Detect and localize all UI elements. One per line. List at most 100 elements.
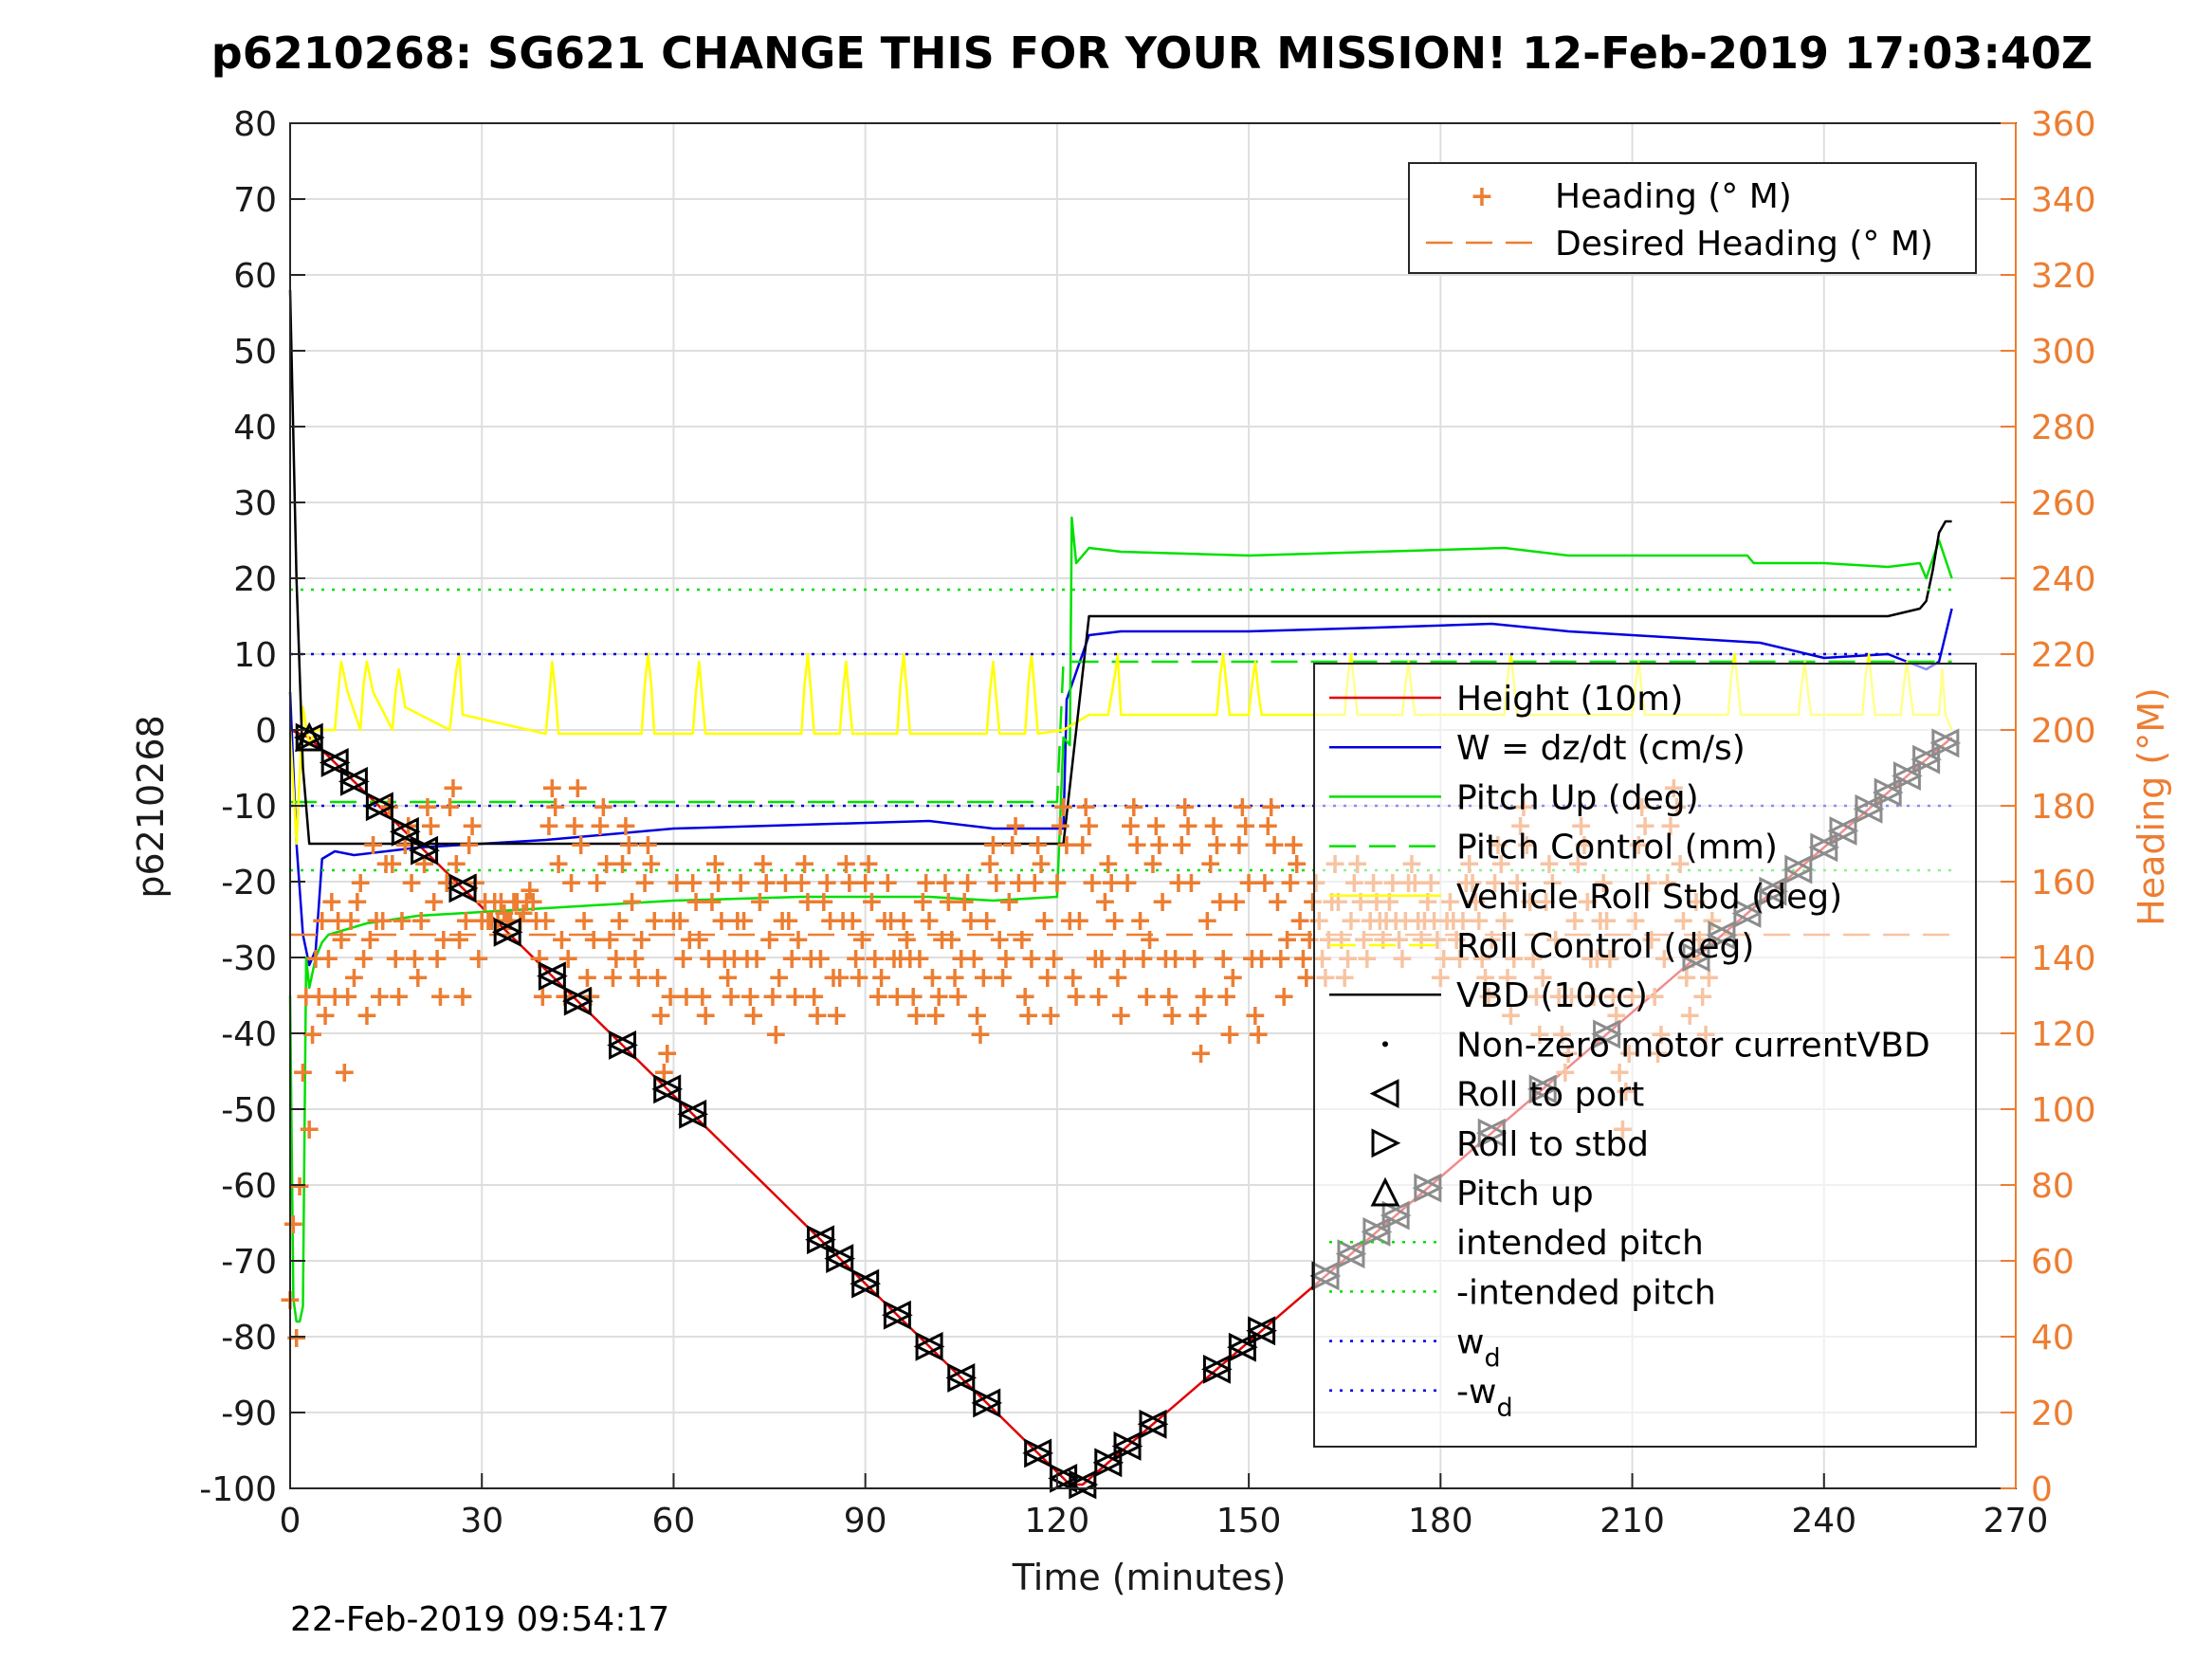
heading-marker: + [815, 866, 839, 900]
heading-marker: + [515, 885, 539, 919]
heading-marker: + [1058, 904, 1082, 938]
heading-marker: + [1026, 829, 1050, 862]
heading-marker: + [534, 904, 558, 938]
heading-marker: + [1090, 942, 1114, 975]
heading-marker: + [1285, 848, 1308, 881]
heading-marker: + [1154, 942, 1178, 975]
heading-marker: + [1252, 866, 1276, 900]
heading-marker: + [882, 942, 905, 975]
heading-marker: + [837, 866, 861, 900]
legend-sample-pitch-up [1370, 1176, 1400, 1207]
heading-marker: + [1084, 942, 1107, 975]
y-right-tick-label: 40 [2031, 1319, 2075, 1358]
heading-marker: + [790, 866, 814, 900]
heading-marker: + [876, 866, 900, 900]
heading-marker: + [872, 904, 896, 938]
heading-marker: + [505, 885, 529, 919]
heading-marker: + [419, 810, 443, 843]
heading-marker: + [1201, 810, 1225, 843]
series-line-pitch-up-deg [288, 516, 1953, 1323]
heading-marker: + [1033, 904, 1056, 938]
heading-marker: + [1042, 942, 1066, 975]
heading-marker: + [700, 885, 723, 919]
legend-label-roll-to-stbd: Roll to stbd [1456, 1125, 1649, 1164]
heading-marker: + [1198, 848, 1222, 881]
heading-marker: + [1074, 791, 1098, 824]
legend-label-pitch-up-deg: Pitch Up (deg) [1456, 778, 1699, 817]
heading-marker: + [729, 866, 753, 900]
heading-marker: + [282, 1208, 305, 1241]
heading-marker: + [739, 980, 762, 1013]
heading-marker: + [368, 980, 392, 1013]
y-right-tick-label: 180 [2031, 788, 2096, 827]
heading-marker: + [1045, 866, 1069, 900]
heading-marker: + [911, 885, 935, 919]
heading-marker: + [336, 980, 359, 1013]
heading-marker: + [345, 885, 369, 919]
heading-marker: + [470, 904, 494, 938]
heading-marker: + [1182, 942, 1206, 975]
heading-marker: + [284, 1322, 308, 1355]
heading-marker: + [1247, 1018, 1271, 1051]
roll-to-stbd-marker [947, 1363, 978, 1393]
heading-marker: + [735, 942, 759, 975]
heading-marker: + [1068, 904, 1091, 938]
heading-marker: + [1100, 866, 1124, 900]
heading-marker: + [301, 1018, 324, 1051]
heading-marker: + [1161, 999, 1184, 1032]
heading-marker: + [441, 772, 465, 805]
roll-to-stbd-marker [411, 835, 440, 866]
roll-to-stbd-marker [973, 1388, 1003, 1418]
heading-marker: + [697, 942, 721, 975]
y-tick-label: -20 [221, 864, 277, 902]
heading-marker: + [326, 904, 350, 938]
heading-marker: + [1224, 885, 1248, 919]
heading-marker: + [1000, 829, 1024, 862]
heading-marker: + [1039, 999, 1063, 1032]
heading-marker: + [1263, 829, 1287, 862]
y-right-tick-label: 120 [2031, 1015, 2096, 1054]
y-tick-label: -10 [221, 788, 277, 827]
legend-sample-roll-to-stbd [1371, 1128, 1401, 1158]
heading-marker: + [310, 904, 334, 938]
y-axis-label: p6210268 [130, 715, 172, 898]
roll-to-stbd-marker [493, 917, 523, 947]
heading-marker: + [1157, 980, 1180, 1013]
heading-marker: + [1109, 999, 1133, 1032]
x-tick-label: 210 [1600, 1502, 1665, 1540]
roll-to-stbd-marker [679, 1099, 709, 1129]
heading-marker: + [671, 942, 695, 975]
heading-marker: + [918, 904, 941, 938]
roll-to-stbd-marker [1139, 1409, 1169, 1439]
heading-marker: + [543, 791, 567, 824]
heading-marker: + [288, 1170, 312, 1203]
heading-marker: + [748, 885, 772, 919]
heading-marker: + [1103, 904, 1126, 938]
heading-marker: + [942, 961, 966, 994]
heading-marker: + [594, 848, 618, 881]
heading-marker: + [1231, 791, 1254, 824]
heading-marker: + [1151, 885, 1175, 919]
heading-marker: + [1291, 942, 1315, 975]
heading-marker: + [946, 980, 970, 1013]
heading-marker: + [725, 904, 749, 938]
roll-to-stbd-marker [320, 748, 351, 777]
roll-to-stbd-marker [563, 986, 594, 1016]
heading-marker: + [518, 874, 541, 907]
heading-marker: + [597, 923, 621, 957]
heading-marker: + [317, 942, 340, 975]
heading-marker: + [1023, 866, 1047, 900]
heading-marker: + [639, 848, 663, 881]
heading-marker: + [783, 980, 807, 1013]
heading-marker: + [659, 980, 683, 1013]
heading-marker: + [853, 866, 877, 900]
y-tick-label: -40 [221, 1015, 277, 1054]
y-right-tick-label: 300 [2031, 333, 2096, 372]
x-tick-label: 150 [1216, 1502, 1282, 1540]
heading-marker: + [1080, 866, 1104, 900]
roll-to-stbd-marker [826, 1244, 856, 1274]
legend-label-subscript: d [1496, 1394, 1512, 1423]
heading-marker: + [1119, 810, 1143, 843]
heading-marker: + [582, 923, 606, 957]
heading-marker: + [429, 980, 452, 1013]
